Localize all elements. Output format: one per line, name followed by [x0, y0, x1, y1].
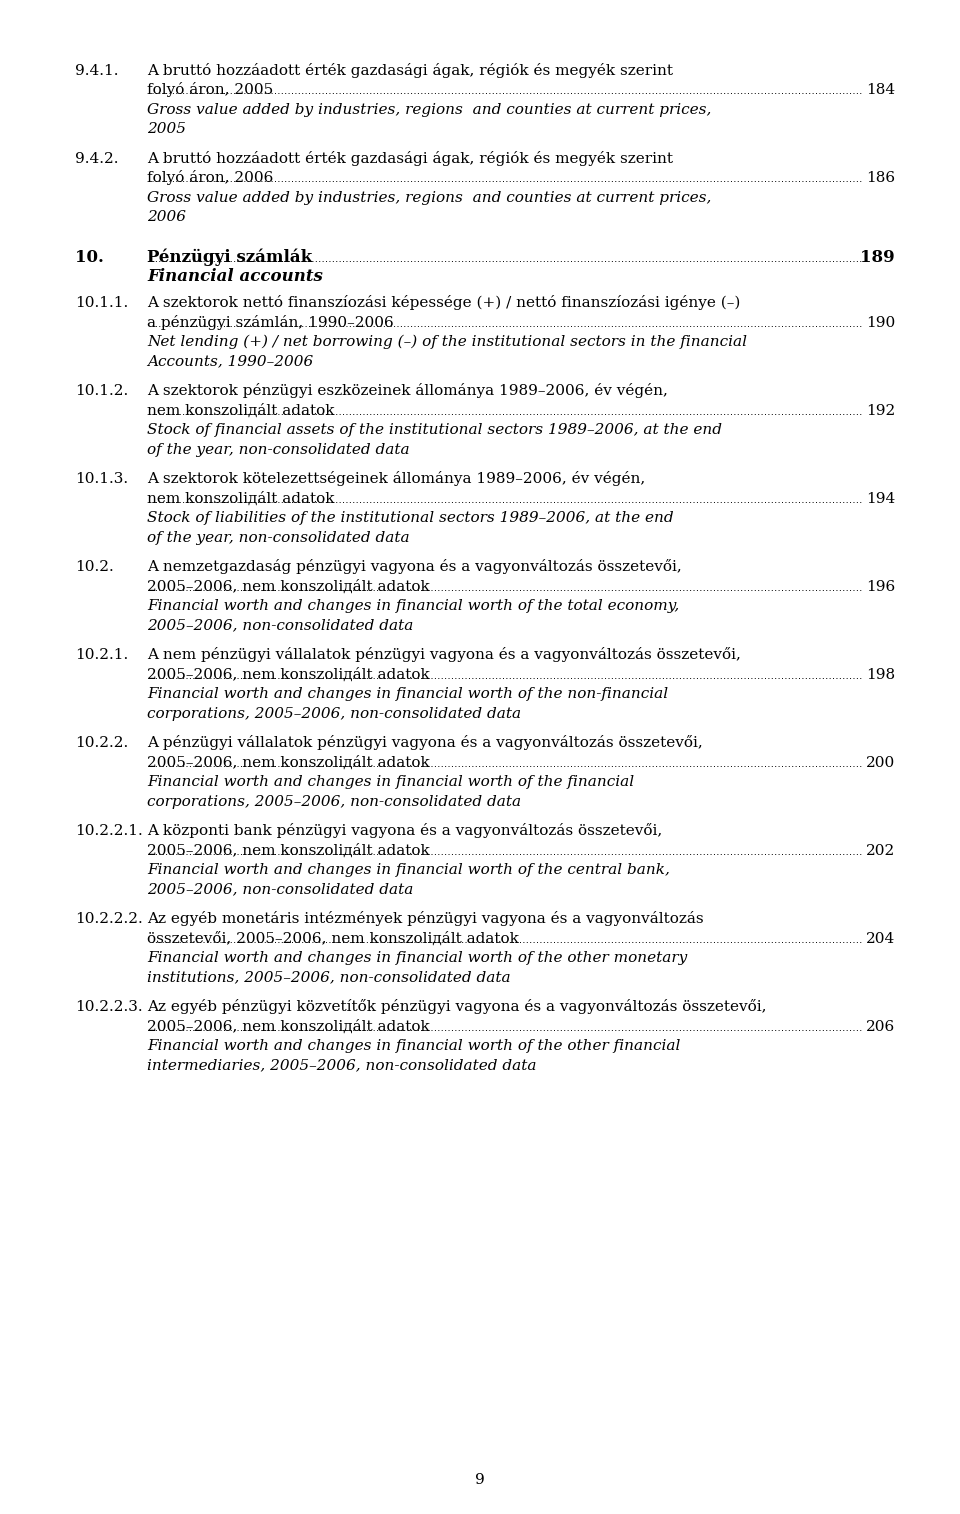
Text: folyó áron, 2005: folyó áron, 2005	[147, 82, 274, 97]
Text: Financial worth and changes in financial worth of the non-financial: Financial worth and changes in financial…	[147, 687, 668, 701]
Text: 2005–2006, non-consolidated data: 2005–2006, non-consolidated data	[147, 883, 414, 896]
Text: 10.2.2.3.: 10.2.2.3.	[75, 1001, 143, 1014]
Text: 10.1.2.: 10.1.2.	[75, 385, 129, 398]
Text: A nem pénzügyi vállalatok pénzügyi vagyona és a vagyonváltozás összetevői,: A nem pénzügyi vállalatok pénzügyi vagyo…	[147, 646, 741, 662]
Text: A nemzetgazdaság pénzügyi vagyona és a vagyonváltozás összetevői,: A nemzetgazdaság pénzügyi vagyona és a v…	[147, 559, 682, 574]
Text: 10.2.2.1.: 10.2.2.1.	[75, 824, 143, 839]
Text: Financial worth and changes in financial worth of the central bank,: Financial worth and changes in financial…	[147, 863, 670, 877]
Text: 2005–2006, nem konszoliдált adatok: 2005–2006, nem konszoliдált adatok	[147, 755, 430, 769]
Text: Stock of liabilities of the institutional sectors 1989–2006, at the end: Stock of liabilities of the institutiona…	[147, 512, 674, 525]
Text: Az egyéb pénzügyi közvetítők pénzügyi vagyona és a vagyonváltozás összetevői,: Az egyéb pénzügyi közvetítők pénzügyi va…	[147, 999, 766, 1014]
Text: 2005–2006, nem konszoliдált adatok: 2005–2006, nem konszoliдált adatok	[147, 1019, 430, 1034]
Text: 2005–2006, nem konszoliдált adatok: 2005–2006, nem konszoliдált adatok	[147, 580, 430, 593]
Text: 2005–2006, nem konszoliдált adatok: 2005–2006, nem konszoliдált adatok	[147, 668, 430, 681]
Text: Pénzügyi számlák: Pénzügyi számlák	[147, 248, 312, 265]
Text: Financial worth and changes in financial worth of the total economy,: Financial worth and changes in financial…	[147, 600, 680, 613]
Text: 206: 206	[866, 1019, 895, 1034]
Text: 9: 9	[475, 1473, 485, 1487]
Text: 196: 196	[866, 580, 895, 593]
Text: Az egyéb monetáris intézmények pénzügyi vagyona és a vagyonváltozás: Az egyéb monetáris intézmények pénzügyi …	[147, 911, 704, 927]
Text: corporations, 2005–2006, non-consolidated data: corporations, 2005–2006, non-consolidate…	[147, 707, 521, 721]
Text: 2005–2006, non-consolidated data: 2005–2006, non-consolidated data	[147, 619, 414, 633]
Text: 189: 189	[860, 248, 895, 265]
Text: 10.: 10.	[75, 248, 104, 265]
Text: nem konszoliдált adatok: nem konszoliдált adatok	[147, 403, 334, 418]
Text: Financial accounts: Financial accounts	[147, 268, 323, 285]
Text: nem konszoliдált adatok: nem konszoliдált adatok	[147, 492, 334, 506]
Text: A szektorok pénzügyi eszközeinek állománya 1989–2006, év végén,: A szektorok pénzügyi eszközeinek állomán…	[147, 383, 668, 398]
Text: intermediaries, 2005–2006, non-consolidated data: intermediaries, 2005–2006, non-consolida…	[147, 1058, 537, 1072]
Text: Gross value added by industries, regions  and counties at current prices,: Gross value added by industries, regions…	[147, 103, 711, 117]
Text: A központi bank pénzügyi vagyona és a vagyonváltozás összetevői,: A központi bank pénzügyi vagyona és a va…	[147, 824, 662, 839]
Text: A pénzügyi vállalatok pénzügyi vagyona és a vagyonváltozás összetevői,: A pénzügyi vállalatok pénzügyi vagyona é…	[147, 736, 703, 749]
Text: Financial worth and changes in financial worth of the other monetary: Financial worth and changes in financial…	[147, 951, 687, 964]
Text: 10.1.3.: 10.1.3.	[75, 472, 128, 486]
Text: 10.2.: 10.2.	[75, 560, 113, 574]
Text: 200: 200	[866, 755, 895, 769]
Text: 204: 204	[866, 931, 895, 946]
Text: Stock of financial assets of the institutional sectors 1989–2006, at the end: Stock of financial assets of the institu…	[147, 422, 722, 438]
Text: Financial worth and changes in financial worth of the other financial: Financial worth and changes in financial…	[147, 1039, 681, 1054]
Text: 10.2.1.: 10.2.1.	[75, 648, 129, 662]
Text: Financial worth and changes in financial worth of the financial: Financial worth and changes in financial…	[147, 775, 635, 789]
Text: A szektorok nettó finanszíozási képessége (+) / nettó finanszíozási igénye (–): A szektorok nettó finanszíozási képesség…	[147, 295, 740, 310]
Text: Net lending (+) / net borrowing (–) of the institutional sectors in the financia: Net lending (+) / net borrowing (–) of t…	[147, 335, 747, 350]
Text: 202: 202	[866, 843, 895, 857]
Text: 194: 194	[866, 492, 895, 506]
Text: Accounts, 1990–2006: Accounts, 1990–2006	[147, 354, 313, 368]
Text: A bruttó hozzáadott érték gazdasági ágak, régiók és megyék szerint: A bruttó hozzáadott érték gazdasági ágak…	[147, 62, 673, 77]
Text: 10.2.2.: 10.2.2.	[75, 736, 129, 749]
Text: 10.2.2.2.: 10.2.2.2.	[75, 911, 143, 927]
Text: 190: 190	[866, 315, 895, 330]
Text: összetevői, 2005–2006, nem konszoliдált adatok: összetevői, 2005–2006, nem konszoliдált …	[147, 931, 518, 946]
Text: of the year, non-consolidated data: of the year, non-consolidated data	[147, 530, 410, 545]
Text: 2005: 2005	[147, 123, 186, 136]
Text: 192: 192	[866, 404, 895, 418]
Text: corporations, 2005–2006, non-consolidated data: corporations, 2005–2006, non-consolidate…	[147, 795, 521, 808]
Text: Gross value added by industries, regions  and counties at current prices,: Gross value added by industries, regions…	[147, 191, 711, 204]
Text: 9.4.2.: 9.4.2.	[75, 151, 118, 165]
Text: a pénzügyi számlán, 1990–2006: a pénzügyi számlán, 1990–2006	[147, 315, 394, 330]
Text: 186: 186	[866, 171, 895, 185]
Text: 198: 198	[866, 668, 895, 681]
Text: 2005–2006, nem konszoliдált adatok: 2005–2006, nem konszoliдált adatok	[147, 843, 430, 857]
Text: of the year, non-consolidated data: of the year, non-consolidated data	[147, 442, 410, 457]
Text: 2006: 2006	[147, 210, 186, 224]
Text: A szektorok kötelezettségeinek állománya 1989–2006, év végén,: A szektorok kötelezettségeinek állománya…	[147, 471, 645, 486]
Text: folyó áron, 2006: folyó áron, 2006	[147, 170, 274, 185]
Text: institutions, 2005–2006, non-consolidated data: institutions, 2005–2006, non-consolidate…	[147, 970, 511, 984]
Text: 184: 184	[866, 83, 895, 97]
Text: A bruttó hozzáadott érték gazdasági ágak, régiók és megyék szerint: A bruttó hozzáadott érték gazdasági ágak…	[147, 150, 673, 165]
Text: 10.1.1.: 10.1.1.	[75, 297, 129, 310]
Text: 9.4.1.: 9.4.1.	[75, 64, 118, 77]
